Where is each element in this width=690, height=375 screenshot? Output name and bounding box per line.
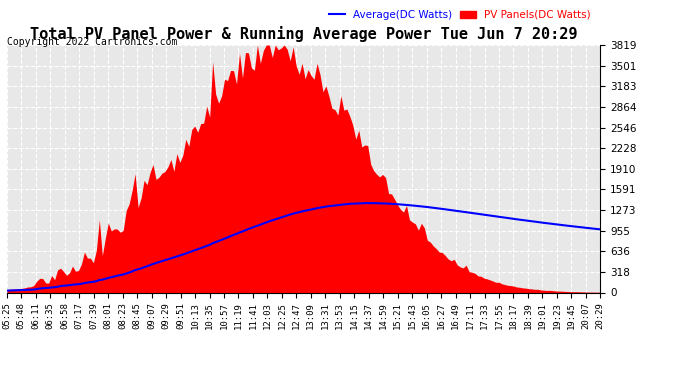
Text: Copyright 2022 Cartronics.com: Copyright 2022 Cartronics.com [7,37,177,47]
Legend: Average(DC Watts), PV Panels(DC Watts): Average(DC Watts), PV Panels(DC Watts) [325,6,595,24]
Title: Total PV Panel Power & Running Average Power Tue Jun 7 20:29: Total PV Panel Power & Running Average P… [30,27,578,42]
